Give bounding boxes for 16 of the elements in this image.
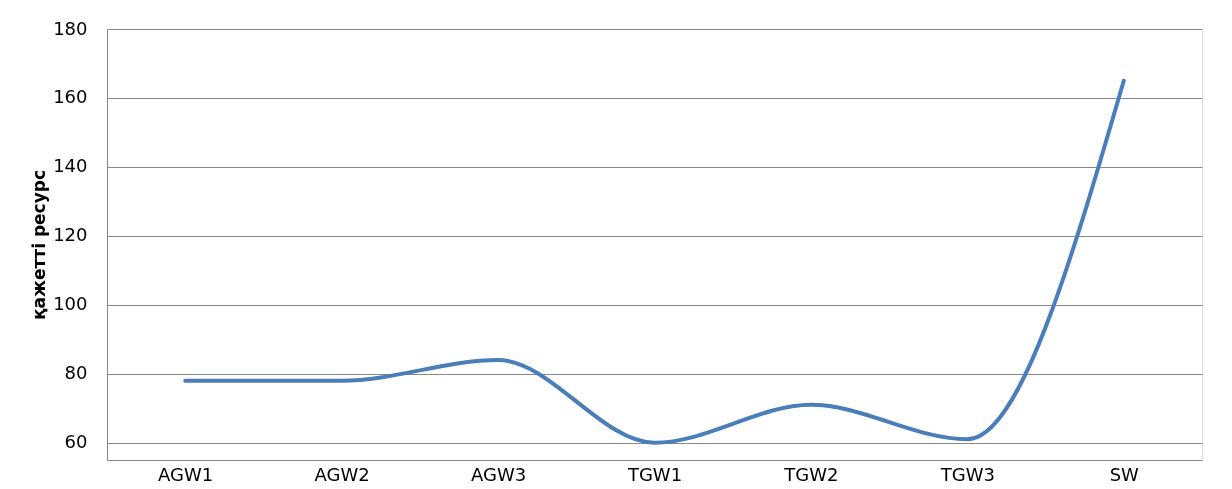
x-tick-label: TGW2 bbox=[783, 463, 839, 485]
x-tick-label: SW bbox=[1109, 463, 1140, 485]
y-axis-title: қажетті ресурс bbox=[29, 169, 50, 321]
x-tick-label: AGW3 bbox=[470, 463, 527, 485]
y-tick-label: 80 bbox=[64, 362, 88, 384]
y-tick-label: 140 bbox=[53, 155, 88, 177]
y-tick-label: 180 bbox=[53, 17, 88, 39]
x-tick-label: TGW1 bbox=[626, 463, 683, 485]
y-tick-label: 100 bbox=[53, 293, 88, 315]
y-tick-label: 120 bbox=[53, 224, 88, 246]
y-tick-label: 60 bbox=[64, 431, 88, 453]
x-tick-label: AGW2 bbox=[314, 463, 370, 485]
line-series bbox=[183, 78, 1126, 445]
x-tick-label: AGW1 bbox=[158, 463, 214, 485]
x-tick-label: TGW3 bbox=[939, 463, 995, 485]
y-tick-label: 160 bbox=[53, 86, 88, 108]
